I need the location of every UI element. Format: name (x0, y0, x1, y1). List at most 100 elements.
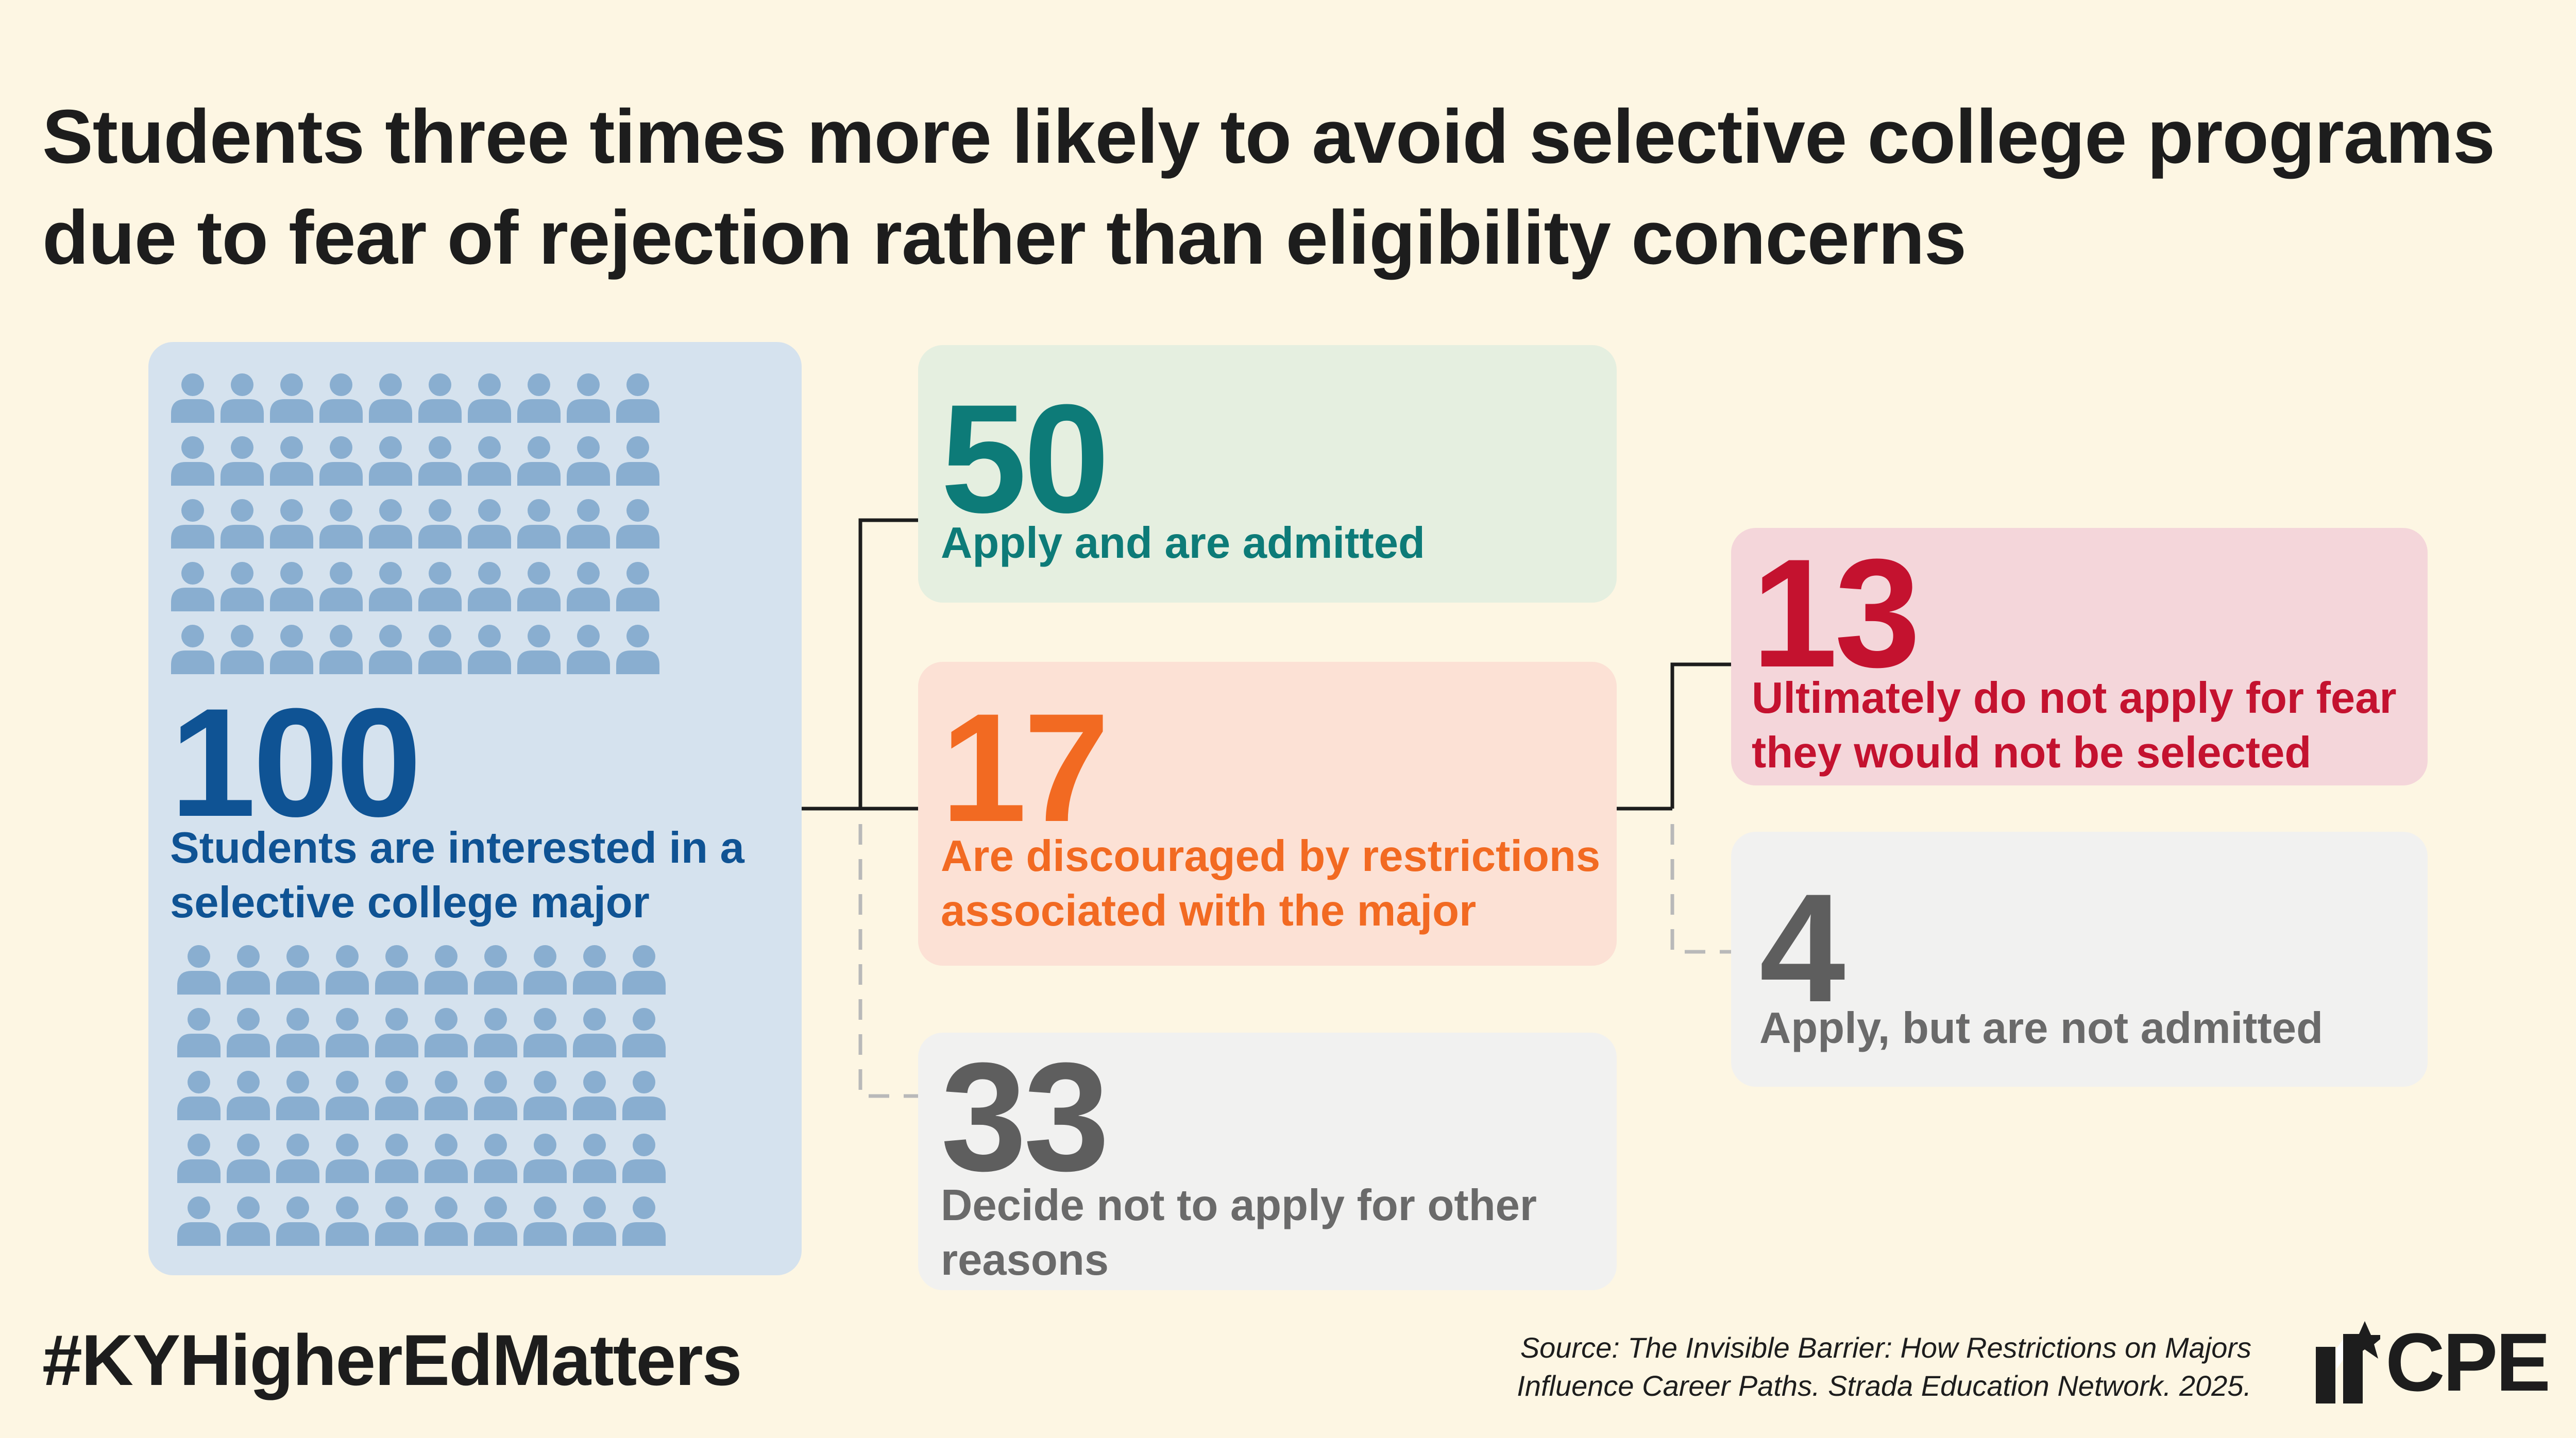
person-icon (171, 562, 214, 611)
admitted-number: 50 (941, 372, 1110, 545)
total-description-line-2: selective college major (170, 878, 650, 927)
person-icon (418, 625, 462, 674)
person-icon (276, 1008, 319, 1057)
person-icon (616, 373, 659, 423)
discouraged-description-line-2: associated with the major (941, 886, 1477, 935)
person-icon (616, 499, 659, 549)
person-icon (523, 1071, 567, 1120)
person-icon (425, 1071, 468, 1120)
person-icon (622, 1196, 666, 1246)
source-citation: Source: The Invisible Barrier: How Restr… (1376, 1329, 2251, 1405)
not-admitted-box (1731, 832, 2428, 1087)
other-reasons-description-line-2: reasons (941, 1236, 1109, 1285)
person-icon (474, 1008, 517, 1057)
not-admitted-description: Apply, but are not admitted (1759, 1001, 2323, 1056)
person-icon (171, 436, 214, 486)
cpe-logo: CPE (2313, 1319, 2551, 1406)
other-reasons-description-line-1: Decide not to apply for other (941, 1181, 1537, 1230)
person-icon (622, 1008, 666, 1057)
person-icon (468, 373, 511, 423)
total-description-line-1: Students are interested in a (170, 824, 744, 872)
source-line-1: Source: The Invisible Barrier: How Restr… (1520, 1331, 2251, 1364)
person-icon (221, 436, 264, 486)
person-icon (375, 1196, 418, 1246)
person-icon (468, 625, 511, 674)
other-reasons-number: 33 (941, 1030, 1110, 1203)
person-icon (474, 945, 517, 995)
page-title: Students three times more likely to avoi… (42, 87, 2515, 288)
person-icon (616, 625, 659, 674)
people-icons-bottom (177, 945, 666, 1246)
person-icon (326, 1008, 369, 1057)
person-icon (369, 625, 412, 674)
person-icon (622, 1071, 666, 1120)
fear-description: Ultimately do not apply for fear they wo… (1752, 671, 2397, 780)
person-icon (369, 436, 412, 486)
person-icon (468, 499, 511, 549)
other-reasons-box (918, 1033, 1617, 1290)
person-icon (177, 1008, 221, 1057)
person-icon (573, 1134, 616, 1183)
person-icon (270, 562, 313, 611)
hashtag: #KYHigherEdMatters (42, 1320, 742, 1400)
person-icon (276, 1134, 319, 1183)
person-icon (622, 1134, 666, 1183)
person-icon (221, 562, 264, 611)
person-icon (573, 945, 616, 995)
person-icon (517, 625, 561, 674)
person-icon (375, 945, 418, 995)
person-icon (425, 945, 468, 995)
person-icon (523, 945, 567, 995)
discouraged-description: Are discouraged by restrictions associat… (941, 829, 1600, 938)
person-icon (221, 499, 264, 549)
person-icon (319, 562, 363, 611)
connector-to-not-admitted (1670, 824, 1731, 954)
total-description: Students are interested in a selective c… (170, 821, 744, 930)
person-icon (418, 499, 462, 549)
person-icon (369, 562, 412, 611)
fear-box (1731, 528, 2428, 785)
person-icon (573, 1196, 616, 1246)
person-icon (227, 1196, 270, 1246)
person-icon (523, 1008, 567, 1057)
person-icon (171, 373, 214, 423)
person-icon (276, 1071, 319, 1120)
cpe-logo-mark-icon (2316, 1321, 2380, 1403)
person-icon (369, 373, 412, 423)
person-icon (567, 373, 610, 423)
person-icon (517, 373, 561, 423)
person-icon (418, 562, 462, 611)
person-icon (567, 499, 610, 549)
person-icon (326, 945, 369, 995)
person-icon (425, 1008, 468, 1057)
person-icon (221, 373, 264, 423)
person-icon (474, 1071, 517, 1120)
discouraged-description-line-1: Are discouraged by restrictions (941, 832, 1601, 881)
person-icon (326, 1134, 369, 1183)
person-icon (171, 625, 214, 674)
not-admitted-description-line-1: Apply, but are not admitted (1759, 1004, 2324, 1053)
person-icon (517, 499, 561, 549)
person-icon (276, 1196, 319, 1246)
title-line-2: due to fear of rejection rather than eli… (42, 195, 1967, 280)
person-icon (523, 1134, 567, 1183)
person-icon (523, 1196, 567, 1246)
person-icon (375, 1134, 418, 1183)
person-icon (375, 1008, 418, 1057)
person-icon (276, 945, 319, 995)
person-icon (468, 562, 511, 611)
person-icon (227, 1134, 270, 1183)
person-icon (517, 436, 561, 486)
person-icon (468, 436, 511, 486)
fear-description-line-1: Ultimately do not apply for fear (1752, 674, 2397, 723)
admitted-description: Apply and are admitted (941, 516, 1425, 571)
person-icon (369, 499, 412, 549)
person-icon (517, 562, 561, 611)
person-icon (227, 1008, 270, 1057)
person-icon (616, 436, 659, 486)
person-icon (177, 945, 221, 995)
person-icon (270, 373, 313, 423)
person-icon (319, 436, 363, 486)
person-icon (221, 625, 264, 674)
discouraged-box (918, 662, 1617, 966)
